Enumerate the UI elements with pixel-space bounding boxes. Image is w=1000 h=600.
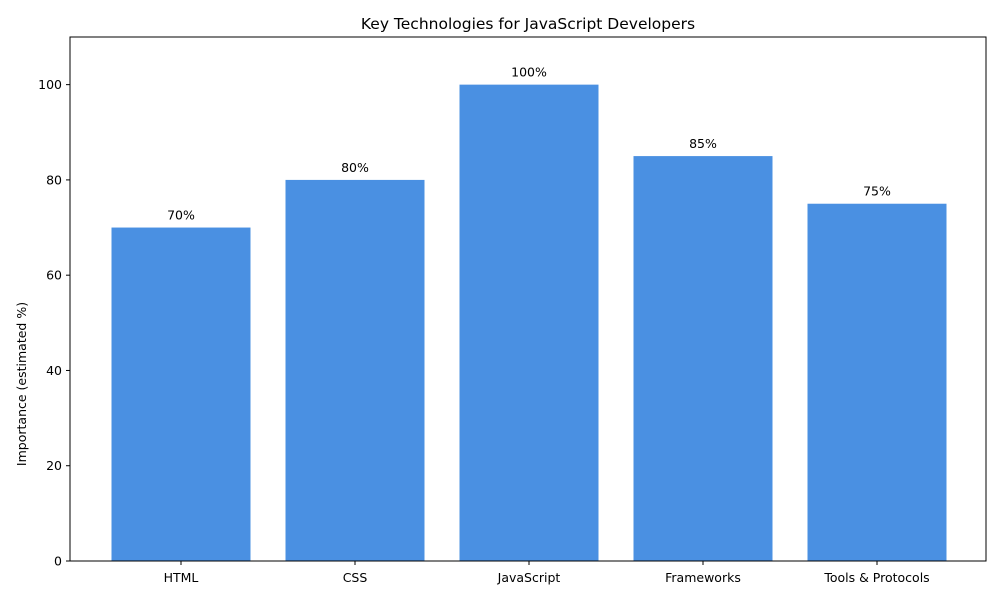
y-tick-label: 40 [46, 363, 62, 378]
x-tick-label: CSS [343, 570, 368, 585]
bar-css [285, 179, 425, 561]
bars-group [111, 84, 947, 562]
y-tick-label: 0 [54, 554, 62, 569]
x-axis: HTML CSS JavaScript Frameworks Tools & Proto… [164, 561, 930, 585]
data-label: 80% [341, 160, 369, 175]
y-axis: 0 20 40 60 80 100 [38, 77, 70, 569]
x-tick-label: Tools & Protocols [823, 570, 929, 585]
bar-frameworks [633, 156, 773, 561]
x-tick-label: HTML [164, 570, 199, 585]
y-tick-label: 100 [38, 77, 62, 92]
bar-tools-protocols [807, 203, 947, 561]
y-tick-label: 20 [46, 458, 62, 473]
data-label: 100% [511, 65, 547, 80]
y-axis-label: Importance (estimated %) [14, 302, 29, 466]
data-label: 75% [863, 184, 891, 199]
y-tick-label: 60 [46, 268, 62, 283]
x-tick-label: Frameworks [665, 570, 741, 585]
data-label: 85% [689, 136, 717, 151]
data-label: 70% [167, 208, 195, 223]
bar-javascript [459, 84, 599, 562]
plot-frame [69, 36, 987, 562]
y-tick-label: 80 [46, 172, 62, 187]
chart-title: Key Technologies for JavaScript Develope… [361, 15, 695, 33]
data-labels-group: 70% 80% 100% 85% 75% [167, 65, 891, 223]
x-tick-label: JavaScript [497, 570, 561, 585]
bar-html [111, 227, 251, 561]
